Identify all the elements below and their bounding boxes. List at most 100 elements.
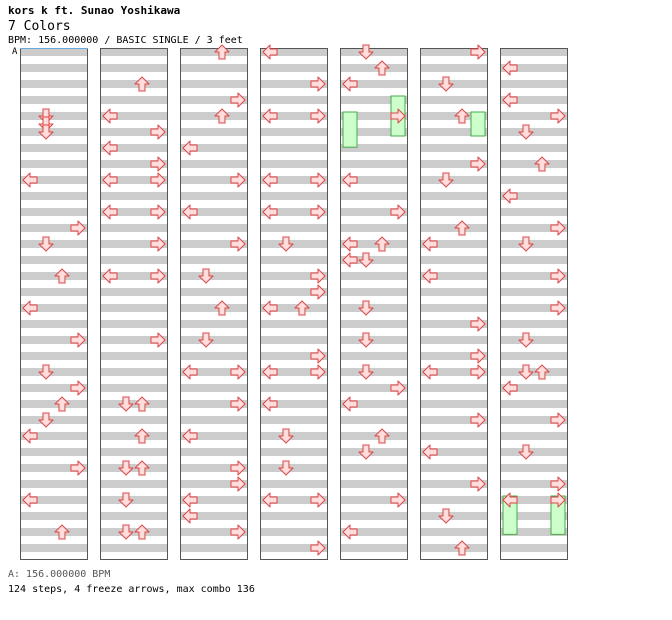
arrow-right-note — [230, 476, 246, 492]
measure-band — [420, 96, 488, 104]
measure-band — [180, 272, 248, 280]
measure-band — [420, 256, 488, 264]
arrow-left-note — [342, 396, 358, 412]
arrow-down-note — [358, 364, 374, 380]
measure-band — [420, 336, 488, 344]
measure-band — [100, 224, 168, 232]
measure-band — [260, 240, 328, 248]
measure-band — [20, 512, 88, 520]
measure-band — [20, 96, 88, 104]
arrow-up-note — [374, 428, 390, 444]
measure-band — [180, 208, 248, 216]
freeze-arrow-body — [342, 111, 358, 148]
measure-band — [20, 64, 88, 72]
arrow-down-note — [278, 236, 294, 252]
bpm-marker-label: A — [12, 47, 18, 57]
measure-band — [20, 192, 88, 200]
arrow-right-note — [230, 172, 246, 188]
arrow-right-note — [150, 124, 166, 140]
measure-band — [260, 384, 328, 392]
measure-band — [180, 368, 248, 376]
chart-info: BPM: 156.000000 / BASIC SINGLE / 3 feet — [8, 35, 243, 46]
measure-band — [420, 112, 488, 120]
arrow-left-note — [422, 444, 438, 460]
measure-band — [340, 96, 408, 104]
arrow-right-note — [310, 348, 326, 364]
measure-band — [340, 192, 408, 200]
measure-band — [180, 128, 248, 136]
measure-band — [340, 128, 408, 136]
measure-band — [420, 240, 488, 248]
arrow-right-note — [470, 476, 486, 492]
measure-band — [500, 272, 568, 280]
measure-band — [100, 480, 168, 488]
arrow-down-note — [518, 444, 534, 460]
arrow-left-note — [22, 300, 38, 316]
footer-bpm: A: 156.000000 BPM — [8, 569, 111, 580]
measure-band — [20, 256, 88, 264]
arrow-right-note — [550, 476, 566, 492]
arrow-right-note — [230, 236, 246, 252]
measure-band — [260, 400, 328, 408]
measure-band — [420, 304, 488, 312]
measure-band — [180, 400, 248, 408]
measure-band — [340, 240, 408, 248]
measure-bands — [20, 48, 568, 552]
arrow-up-note — [454, 540, 470, 556]
arrow-right-note — [310, 540, 326, 556]
arrow-left-note — [262, 108, 278, 124]
measure-band — [340, 144, 408, 152]
measure-band — [100, 80, 168, 88]
measure-band — [420, 512, 488, 520]
arrow-down-note — [118, 460, 134, 476]
arrow-left-note — [262, 396, 278, 412]
measure-band — [340, 432, 408, 440]
arrow-left-note — [102, 268, 118, 284]
measure-band — [340, 224, 408, 232]
arrow-left-note — [262, 492, 278, 508]
arrow-right-note — [310, 268, 326, 284]
arrow-left-note — [262, 364, 278, 380]
measure-band — [340, 64, 408, 72]
arrow-left-note — [422, 236, 438, 252]
measure-band — [180, 224, 248, 232]
measure-band — [260, 128, 328, 136]
arrow-left-note — [502, 92, 518, 108]
measure-band — [100, 64, 168, 72]
measure-band — [180, 144, 248, 152]
arrow-right-note — [150, 332, 166, 348]
measure-band — [500, 528, 568, 536]
measure-band — [100, 208, 168, 216]
measure-band — [100, 416, 168, 424]
arrow-left-note — [182, 204, 198, 220]
arrow-down-note — [358, 44, 374, 60]
arrow-left-note — [262, 44, 278, 60]
measure-band — [20, 144, 88, 152]
measure-band — [260, 432, 328, 440]
measure-band — [180, 240, 248, 248]
arrow-down-note — [278, 428, 294, 444]
measure-band — [20, 368, 88, 376]
arrow-down-note — [198, 268, 214, 284]
measure-band — [20, 496, 88, 504]
measure-band — [340, 288, 408, 296]
measure-band — [420, 224, 488, 232]
measure-band — [260, 480, 328, 488]
arrow-right-note — [150, 236, 166, 252]
arrow-right-note — [470, 412, 486, 428]
arrow-right-note — [230, 396, 246, 412]
measure-band — [20, 240, 88, 248]
measure-band — [180, 160, 248, 168]
measure-band — [20, 528, 88, 536]
arrow-left-note — [502, 380, 518, 396]
measure-band — [20, 48, 88, 56]
arrow-right-note — [550, 412, 566, 428]
arrow-left-note — [422, 268, 438, 284]
measure-band — [340, 304, 408, 312]
arrow-down-note — [358, 444, 374, 460]
measure-band — [180, 544, 248, 552]
measure-band — [260, 272, 328, 280]
arrow-up-note — [214, 108, 230, 124]
measure-band — [20, 272, 88, 280]
arrow-down-note — [118, 524, 134, 540]
